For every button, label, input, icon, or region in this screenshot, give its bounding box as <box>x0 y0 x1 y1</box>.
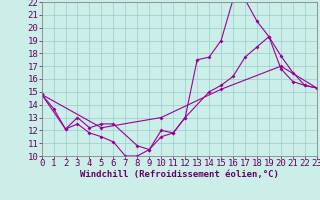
X-axis label: Windchill (Refroidissement éolien,°C): Windchill (Refroidissement éolien,°C) <box>80 170 279 179</box>
